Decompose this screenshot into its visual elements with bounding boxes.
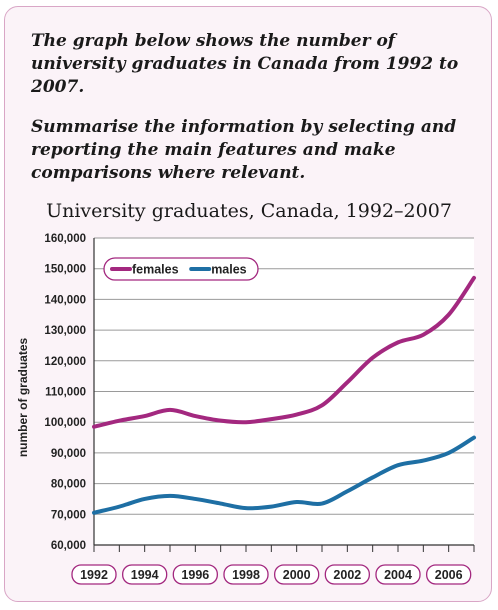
x-tick-label: 1998	[232, 568, 260, 582]
y-tick-label: 130,000	[44, 325, 86, 337]
x-tick-pill	[172, 564, 218, 585]
series-line-males	[92, 435, 476, 515]
legend-label-males: males	[211, 263, 246, 277]
y-tick-label: 80,000	[51, 479, 86, 491]
legend-box	[103, 257, 259, 281]
x-tick-label: 2006	[435, 568, 463, 582]
y-tick-label: 90,000	[51, 448, 86, 460]
x-tick-label: 1996	[181, 568, 209, 582]
y-tick-label: 120,000	[44, 356, 86, 368]
y-axis-label: number of graduates	[16, 338, 30, 458]
task-prompt-description: The graph below shows the number of univ…	[31, 31, 459, 97]
chart-title: University graduates, Canada, 1992–2007	[46, 200, 452, 222]
x-tick-pill	[122, 564, 168, 585]
y-tick-label: 60,000	[51, 540, 86, 552]
y-tick-label: 160,000	[44, 233, 86, 245]
x-tick-label: 2004	[384, 568, 412, 582]
x-tick-label: 1992	[80, 568, 108, 582]
legend-label-females: females	[132, 263, 179, 277]
x-tick-pill	[426, 564, 472, 585]
x-tick-label: 1994	[131, 568, 159, 582]
x-tick-pill	[274, 564, 320, 585]
x-tick-label: 2002	[333, 568, 361, 582]
y-tick-label: 150,000	[44, 264, 86, 276]
x-tick-pill	[375, 564, 421, 585]
y-tick-label: 110,000	[45, 387, 86, 399]
y-tick-label: 70,000	[51, 509, 86, 521]
y-tick-label: 100,000	[44, 417, 86, 429]
series-line-females	[92, 275, 476, 429]
x-tick-pill	[223, 564, 269, 585]
task-prompt-instructions: Summarise the information by selecting a…	[31, 117, 457, 183]
x-tick-pill	[71, 564, 117, 585]
x-tick-label: 2000	[283, 568, 311, 582]
y-tick-label: 140,000	[44, 294, 86, 306]
x-tick-pill	[324, 564, 370, 585]
